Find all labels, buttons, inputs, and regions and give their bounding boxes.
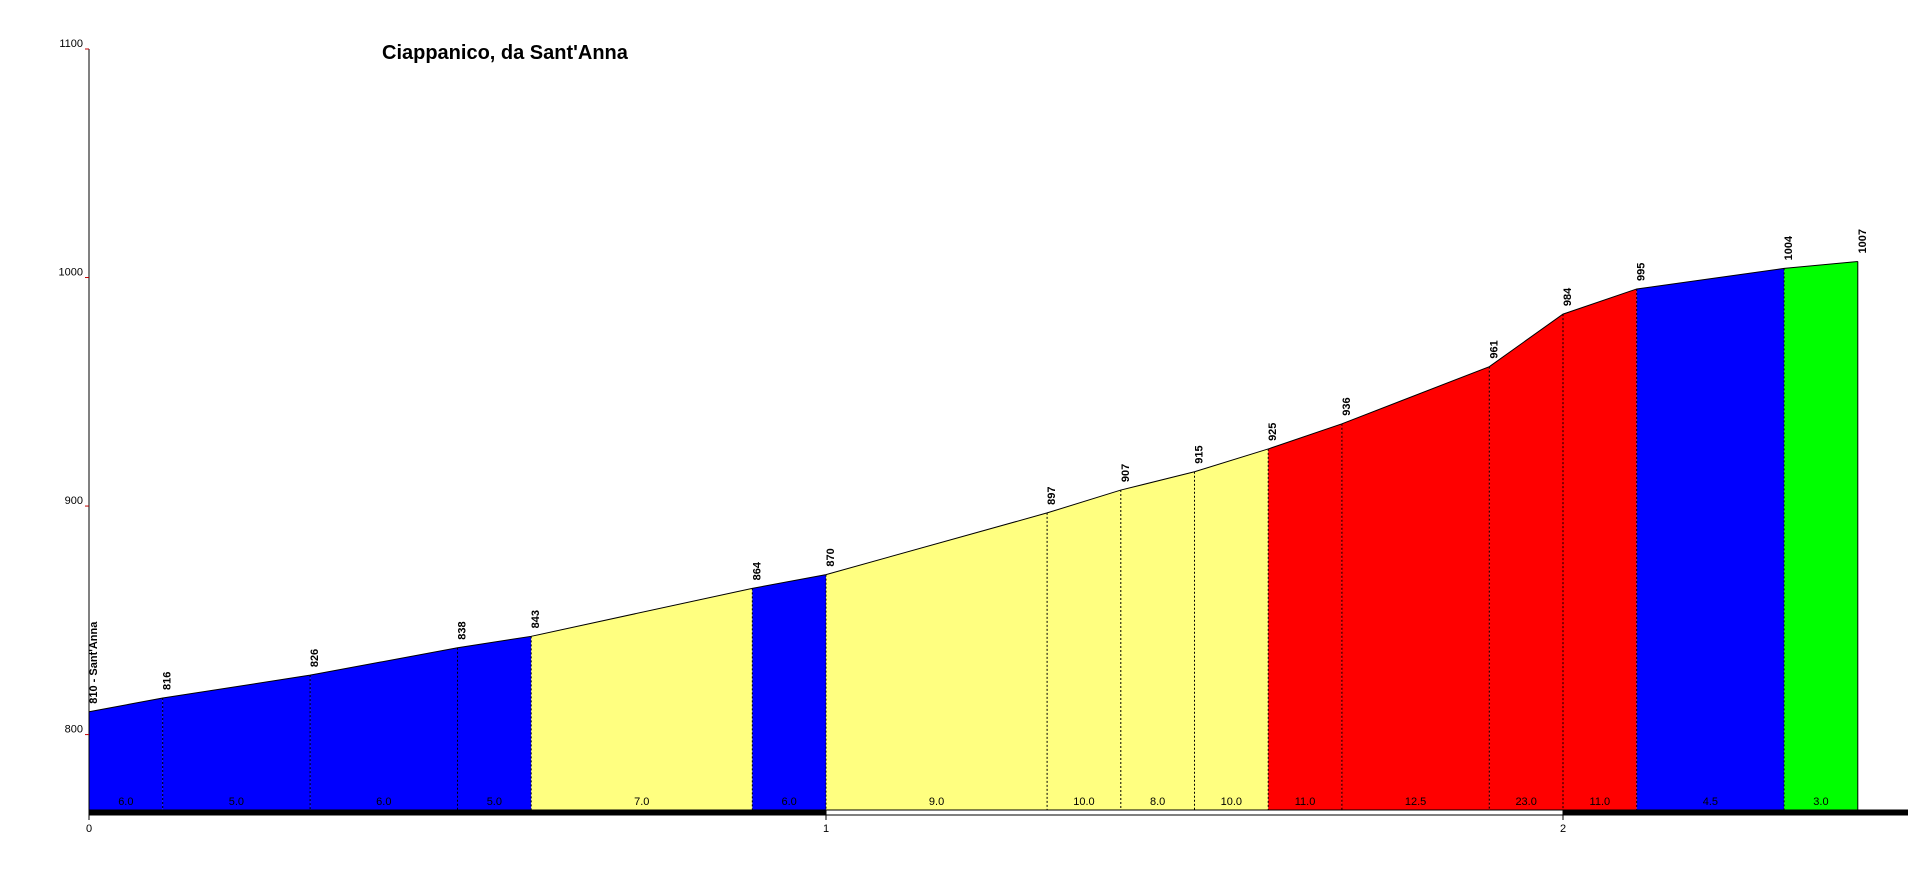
y-tick-label: 1100: [59, 38, 83, 50]
segment-area: [1563, 288, 1637, 810]
grade-label: 6.0: [782, 796, 797, 808]
elevation-label: 936: [1341, 397, 1353, 415]
grade-label: 9.0: [929, 796, 944, 808]
segment-area: [1636, 268, 1785, 810]
elevation-label: 925: [1267, 423, 1279, 441]
segment-area: [1194, 448, 1269, 810]
elevation-label: 816: [162, 672, 174, 690]
segment-area: [457, 636, 532, 810]
elevation-label: 826: [309, 649, 321, 667]
elevation-label: 870: [825, 548, 837, 566]
grade-label: 5.0: [487, 796, 502, 808]
segment-area: [1784, 261, 1858, 811]
profile-line: [88, 261, 1858, 713]
grade-label: 10.0: [1073, 796, 1094, 808]
elevation-label: 995: [1636, 263, 1648, 281]
elevation-label: 907: [1120, 464, 1132, 482]
elevation-label: 864: [751, 561, 763, 580]
elevation-label: 984: [1562, 287, 1574, 306]
segment-area: [1120, 471, 1195, 810]
segment-area: [89, 698, 163, 810]
elevation-label: 1007: [1857, 229, 1869, 253]
elevation-label: 897: [1046, 487, 1058, 505]
grade-label: 8.0: [1150, 796, 1165, 808]
elevation-label: 915: [1194, 445, 1206, 463]
y-tick-label: 800: [65, 724, 83, 736]
chart-title: Ciappanico, da Sant'Anna: [382, 42, 628, 64]
grade-label: 11.0: [1590, 796, 1611, 808]
segment-area: [826, 512, 1048, 810]
elevation-label: 1004: [1783, 235, 1795, 260]
grade-label: 11.0: [1295, 796, 1316, 808]
km-bar: [88, 809, 827, 816]
y-tick-label: 900: [65, 495, 83, 507]
x-tick-label: 2: [1560, 823, 1566, 835]
grade-label: 10.0: [1221, 796, 1242, 808]
grade-label: 3.0: [1813, 796, 1828, 808]
x-tick-label: 1: [823, 823, 829, 835]
segment-area: [1268, 423, 1342, 810]
segment-area: [1341, 366, 1490, 810]
segment-area: [310, 647, 458, 810]
segment-area: [162, 675, 311, 810]
grade-label: 12.5: [1405, 796, 1426, 808]
grade-label: 6.0: [376, 796, 391, 808]
segment-area: [1047, 490, 1121, 810]
elevation-label: 843: [530, 610, 542, 628]
grade-label: 6.0: [118, 796, 133, 808]
km-bar: [1562, 809, 1908, 816]
grade-label: 4.5: [1703, 796, 1718, 808]
elevation-label: 961: [1488, 340, 1500, 358]
km-bar: [825, 809, 1564, 816]
y-tick-label: 1000: [59, 267, 83, 279]
grade-label: 23.0: [1515, 796, 1536, 808]
elevation-label: 810 - Sant'Anna: [88, 621, 100, 704]
segment-area: [531, 588, 753, 810]
grade-label: 5.0: [229, 796, 244, 808]
grade-label: 7.0: [634, 796, 649, 808]
elevation-label: 838: [457, 621, 469, 639]
x-tick-label: 0: [86, 823, 92, 835]
segment-area: [1489, 314, 1563, 810]
segment-area: [752, 574, 826, 810]
